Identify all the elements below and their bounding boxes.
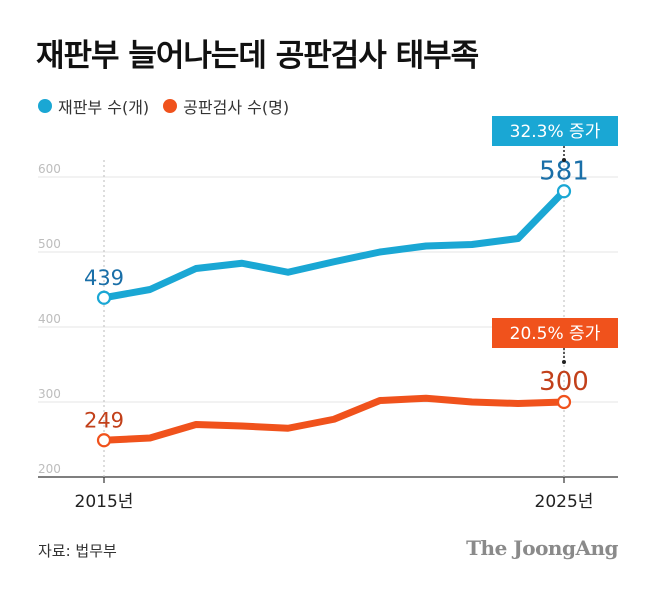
series-line-judges bbox=[100, 187, 568, 302]
y-tick-label: 200 bbox=[38, 462, 61, 476]
x-tick-label: 2025년 bbox=[535, 492, 594, 512]
start-point-judges bbox=[96, 290, 112, 305]
callout-box-prosecutors bbox=[492, 318, 618, 348]
callout-dot-prosecutors bbox=[562, 360, 566, 364]
legend-swatch-judges bbox=[38, 99, 52, 113]
legend-swatch-prosecutors bbox=[163, 99, 178, 113]
callout-box-judges bbox=[492, 116, 618, 146]
end-value-label-prosecutors: 300 bbox=[539, 367, 589, 397]
legend-item-prosecutors: 공판검사 수(명) bbox=[163, 94, 289, 118]
y-tick-label: 600 bbox=[38, 162, 61, 176]
chart-title: 재판부 늘어나는데 공판검사 태부족 bbox=[36, 38, 479, 74]
legend-item-judges: 재판부 수(개) bbox=[38, 94, 149, 118]
legend-label-prosecutors: 공판검사 수(명) bbox=[183, 98, 290, 117]
callout-dot-judges bbox=[562, 158, 566, 162]
start-point-prosecutors bbox=[96, 433, 112, 448]
y-tick-label: 300 bbox=[38, 387, 61, 401]
callout-label-prosecutors: 20.5% 증가 bbox=[510, 324, 601, 344]
series-line-prosecutors bbox=[100, 394, 568, 444]
legend-label-judges: 재판부 수(개) bbox=[58, 98, 150, 117]
y-tick-label: 500 bbox=[38, 237, 61, 251]
start-value-label-prosecutors: 249 bbox=[84, 408, 124, 432]
end-point-judges bbox=[556, 184, 572, 199]
y-tick-label: 400 bbox=[38, 312, 61, 326]
end-point-prosecutors bbox=[556, 394, 572, 410]
source-note: 자료: 법무부 bbox=[38, 542, 117, 560]
callout-label-judges: 32.3% 증가 bbox=[510, 122, 601, 142]
brand-logo: The JoongAng bbox=[466, 536, 618, 560]
start-value-label-judges: 439 bbox=[84, 266, 124, 290]
x-tick-label: 2015년 bbox=[75, 492, 134, 512]
legend: 재판부 수(개) 공판검사 수(명) bbox=[38, 94, 303, 118]
